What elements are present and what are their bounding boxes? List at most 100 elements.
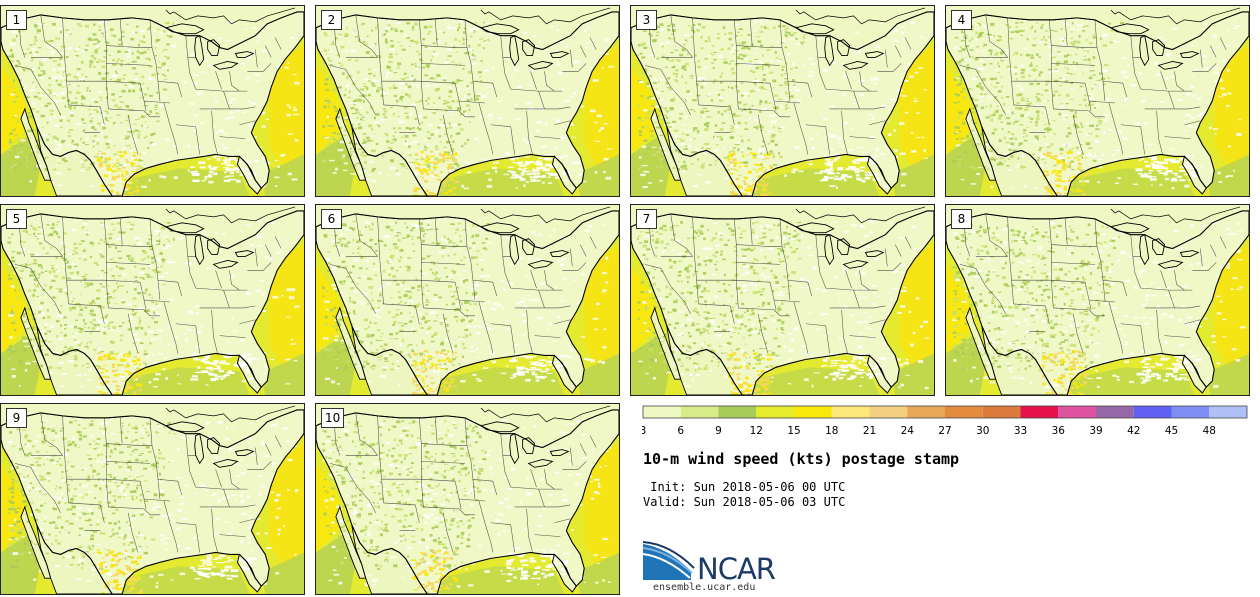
- wind-cell: [1007, 158, 1011, 161]
- wind-cell: [1014, 66, 1018, 68]
- calm-patch: [792, 62, 795, 66]
- calm-patch: [794, 145, 800, 149]
- wind-cell: [649, 75, 652, 77]
- wind-cell: [376, 89, 379, 93]
- wind-cell: [765, 27, 769, 30]
- wind-cell: [678, 117, 682, 120]
- calm-patch: [227, 353, 232, 356]
- wind-cell: [1058, 84, 1063, 87]
- wind-cell: [465, 51, 471, 54]
- wind-cell: [134, 261, 136, 263]
- calm-patch: [986, 152, 992, 156]
- wind-cell: [86, 366, 89, 369]
- wind-cell: [137, 43, 140, 47]
- wind-cell: [749, 110, 752, 114]
- calm-patch: [655, 105, 661, 108]
- calm-patch: [55, 228, 61, 231]
- wind-cell: [967, 141, 970, 143]
- wind-cell: [372, 167, 376, 170]
- wind-cell: [110, 357, 115, 360]
- calm-patch: [156, 289, 160, 292]
- wind-cell: [976, 46, 980, 48]
- calm-patch: [245, 290, 248, 292]
- calm-patch: [95, 138, 100, 141]
- wind-cell: [417, 284, 421, 288]
- calm-patch: [641, 164, 648, 167]
- state-border: [859, 71, 870, 92]
- calm-patch: [111, 74, 118, 77]
- wind-cell: [154, 321, 159, 324]
- state-border: [149, 19, 161, 102]
- wind-cell: [132, 297, 137, 300]
- calm-patch: [600, 126, 605, 130]
- wind-cell: [1045, 187, 1051, 190]
- wind-cell: [33, 42, 36, 45]
- wind-cell: [1070, 54, 1073, 57]
- wind-cell: [48, 89, 53, 93]
- wind-cell: [667, 122, 671, 124]
- calm-patch: [439, 124, 445, 127]
- calm-patch: [98, 98, 103, 100]
- wind-cell: [60, 248, 63, 251]
- wind-cell: [737, 31, 740, 34]
- wind-cell: [744, 121, 748, 125]
- wind-cell: [762, 78, 766, 82]
- wind-cell: [414, 153, 419, 156]
- wind-cell: [133, 159, 139, 161]
- state-border: [185, 234, 196, 289]
- wind-cell: [76, 91, 81, 95]
- wind-cell: [1025, 100, 1029, 102]
- wind-cell: [1036, 99, 1041, 103]
- wind-cell: [1014, 51, 1018, 55]
- state-border: [144, 299, 170, 303]
- wind-cell: [405, 126, 409, 130]
- calm-patch: [837, 167, 844, 170]
- state-border: [644, 65, 691, 115]
- calm-patch: [1204, 66, 1209, 70]
- wind-cell: [1004, 159, 1006, 162]
- wind-cell: [355, 332, 359, 336]
- wind-cell: [121, 175, 125, 178]
- wind-cell: [784, 81, 789, 85]
- wind-cell: [766, 49, 771, 52]
- calm-patch: [412, 84, 419, 86]
- calm-patch: [909, 21, 915, 24]
- calm-patch: [218, 370, 225, 373]
- wind-cell: [378, 89, 380, 93]
- wind-cell: [1104, 64, 1109, 67]
- wind-cell: [375, 142, 379, 146]
- wind-cell: [24, 264, 28, 268]
- calm-patch: [399, 87, 403, 90]
- wind-cell: [1001, 128, 1004, 130]
- wind-cell: [143, 101, 146, 103]
- calm-patch: [1096, 82, 1101, 85]
- calm-patch: [1009, 187, 1012, 189]
- wind-cell: [1017, 94, 1019, 97]
- calm-patch: [434, 151, 439, 155]
- calm-patch: [526, 173, 532, 176]
- calm-patch: [1102, 34, 1109, 37]
- wind-cell: [334, 37, 338, 40]
- wind-cell: [78, 243, 83, 245]
- wind-cell: [338, 33, 343, 36]
- wind-cell: [12, 92, 16, 94]
- wind-cell: [1012, 149, 1017, 152]
- calm-patch: [88, 369, 92, 372]
- wind-cell: [34, 236, 38, 238]
- calm-patch: [265, 118, 270, 120]
- wind-cell: [714, 124, 718, 127]
- wind-cell: [115, 384, 119, 388]
- wind-cell: [1034, 29, 1037, 33]
- wind-cell: [346, 26, 348, 30]
- wind-cell: [784, 46, 788, 49]
- calm-patch: [722, 147, 726, 149]
- calm-patch: [342, 169, 348, 172]
- calm-patch: [293, 242, 296, 245]
- calm-patch: [1079, 180, 1086, 183]
- wind-cell: [460, 145, 464, 148]
- wind-cell: [418, 100, 421, 103]
- calm-patch: [14, 155, 20, 159]
- calm-patch: [10, 93, 15, 96]
- wind-cell: [106, 353, 110, 355]
- wind-cell: [770, 139, 775, 143]
